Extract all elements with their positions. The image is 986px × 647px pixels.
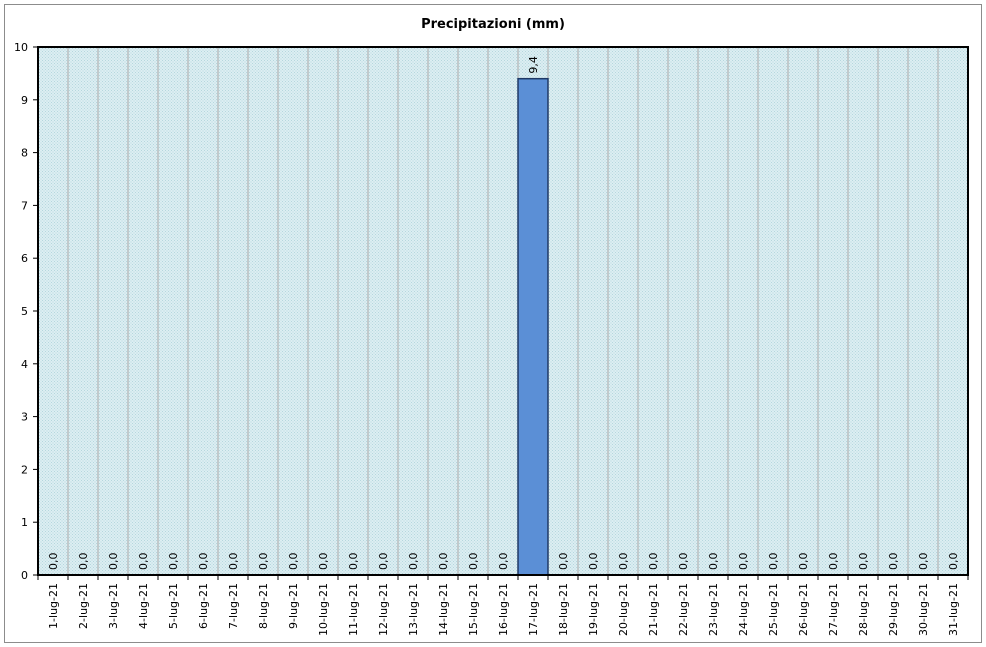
data-label: 0,0: [557, 553, 570, 571]
data-labels: 0,0 0,0 0,0 0,0 0,0 0,0 0,0 0,0 0,0 0,0 0,0 0,0 0,0 0…: [47, 56, 960, 570]
data-label: 0,0: [227, 553, 240, 571]
x-tick-label: 20-lug-21: [617, 583, 630, 636]
data-label: 0,0: [347, 553, 360, 571]
x-tick-label: 21-lug-21: [647, 583, 660, 636]
data-label: 0,0: [467, 553, 480, 571]
data-label: 0,0: [377, 553, 390, 571]
bars: [517, 77, 549, 576]
data-label: 0,0: [167, 553, 180, 571]
x-tick-label: 13-lug-21: [407, 583, 420, 636]
x-tick-label: 25-lug-21: [767, 583, 780, 636]
y-tick-label: 4: [21, 358, 28, 371]
x-tick-label: 24-lug-21: [737, 583, 750, 636]
x-tick-label: 17-lug-21: [527, 583, 540, 636]
y-tick-label: 3: [21, 411, 28, 424]
x-tick-label: 4-lug-21: [137, 583, 150, 629]
x-tick-label: 26-lug-21: [797, 583, 810, 636]
x-tick-label: 30-lug-21: [917, 583, 930, 636]
data-label: 0,0: [767, 553, 780, 571]
data-label: 0,0: [737, 553, 750, 571]
data-label: 0,0: [47, 553, 60, 571]
y-tick-label: 6: [21, 252, 28, 265]
x-tick-label: 5-lug-21: [167, 583, 180, 629]
data-label: 0,0: [677, 553, 690, 571]
x-tick-label: 27-lug-21: [827, 583, 840, 636]
x-tick-label: 29-lug-21: [887, 583, 900, 636]
x-tick-label: 23-lug-21: [707, 583, 720, 636]
data-label: 0,0: [647, 553, 660, 571]
y-tick-label: 8: [21, 147, 28, 160]
data-label: 9,4: [527, 56, 540, 74]
data-label: 0,0: [887, 553, 900, 571]
x-tick-label: 16-lug-21: [497, 583, 510, 636]
x-tick-label: 9-lug-21: [287, 583, 300, 629]
x-tick-label: 10-lug-21: [317, 583, 330, 636]
data-label: 0,0: [617, 553, 630, 571]
data-label: 0,0: [137, 553, 150, 571]
x-tick-label: 28-lug-21: [857, 583, 870, 636]
x-tick-label: 12-lug-21: [377, 583, 390, 636]
data-label: 0,0: [77, 553, 90, 571]
data-label: 0,0: [257, 553, 270, 571]
bar-17-lug-21: [517, 77, 549, 576]
y-tick-label: 10: [14, 41, 28, 54]
data-label: 0,0: [497, 553, 510, 571]
chart-title: Precipitazioni (mm): [421, 17, 565, 32]
data-label: 0,0: [947, 553, 960, 571]
x-tick-label: 22-lug-21: [677, 583, 690, 636]
y-tick-label: 9: [21, 94, 28, 107]
x-tick-label: 19-lug-21: [587, 583, 600, 636]
data-label: 0,0: [827, 553, 840, 571]
x-tick-label: 18-lug-21: [557, 583, 570, 636]
gridlines: [67, 47, 939, 575]
data-label: 0,0: [317, 553, 330, 571]
plot-area: [38, 47, 968, 575]
x-axis: 1-lug-21 2-lug-21 3-lug-21 4-lug-21 5-lug-21…: [37, 575, 969, 636]
data-label: 0,0: [797, 553, 810, 571]
data-label: 0,0: [107, 553, 120, 571]
x-tick-label: 14-lug-21: [437, 583, 450, 636]
y-axis: 0 1 2 3 4 5 6 7 8 9 10: [14, 41, 38, 582]
x-tick-label: 7-lug-21: [227, 583, 240, 629]
data-label: 0,0: [707, 553, 720, 571]
x-tick-label: 1-lug-21: [47, 583, 60, 629]
x-tick-label: 15-lug-21: [467, 583, 480, 636]
y-tick-label: 5: [21, 305, 28, 318]
x-tick-label: 31-lug-21: [947, 583, 960, 636]
data-label: 0,0: [437, 553, 450, 571]
data-label: 0,0: [587, 553, 600, 571]
y-tick-label: 0: [21, 569, 28, 582]
data-label: 0,0: [287, 553, 300, 571]
data-label: 0,0: [857, 553, 870, 571]
x-tick-label: 11-lug-21: [347, 583, 360, 636]
data-label: 0,0: [407, 553, 420, 571]
data-label: 0,0: [917, 553, 930, 571]
x-tick-label: 6-lug-21: [197, 583, 210, 629]
x-tick-label: 8-lug-21: [257, 583, 270, 629]
x-tick-label: 3-lug-21: [107, 583, 120, 629]
x-tick-label: 2-lug-21: [77, 583, 90, 629]
y-tick-label: 1: [21, 516, 28, 529]
y-tick-label: 2: [21, 463, 28, 476]
y-tick-label: 7: [21, 199, 28, 212]
data-label: 0,0: [197, 553, 210, 571]
